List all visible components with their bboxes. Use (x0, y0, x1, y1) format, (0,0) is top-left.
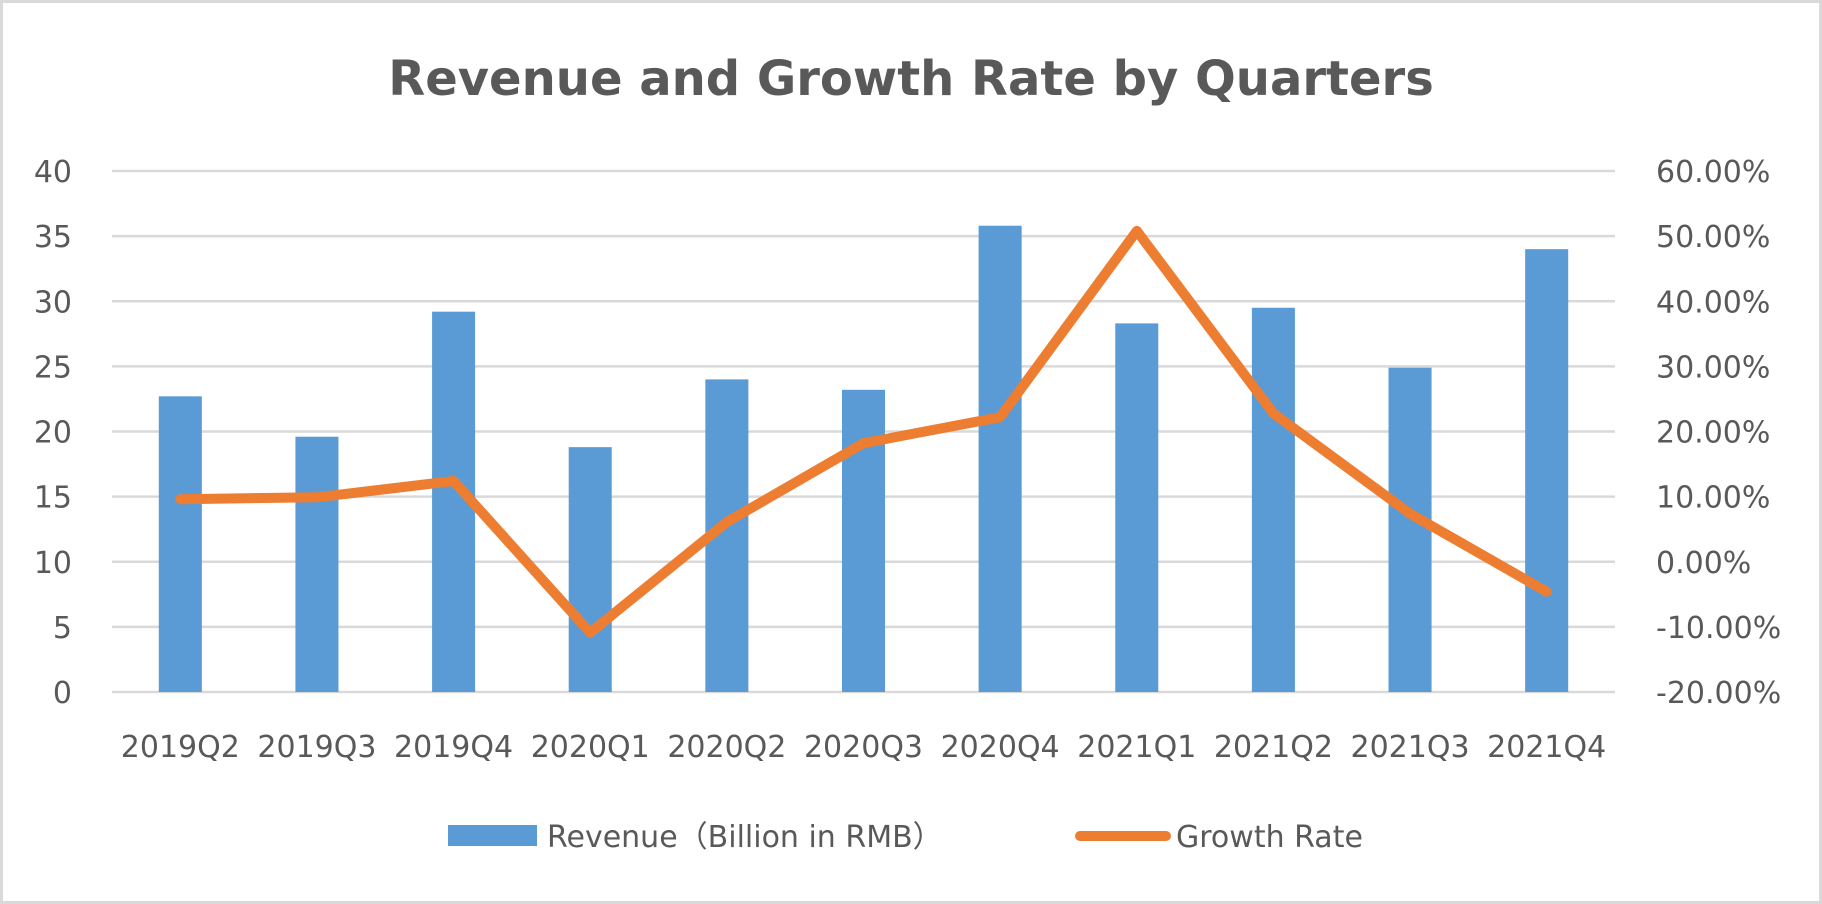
x-axis-tick-label: 2020Q4 (941, 730, 1060, 765)
x-axis-tick-label: 2020Q2 (667, 730, 786, 765)
left-axis-ticks: 0 5 10 15 20 25 30 35 40 (34, 155, 72, 711)
left-axis-tick-label: 20 (34, 416, 72, 451)
x-axis-tick-label: 2021Q3 (1351, 730, 1470, 765)
revenue-bar-2019Q2 (158, 396, 202, 692)
left-axis-tick-label: 30 (34, 285, 72, 320)
left-axis-tick-label: 25 (34, 350, 72, 385)
left-axis-tick-label: 10 (34, 546, 72, 581)
revenue-bars (158, 225, 1569, 692)
x-axis-tick-label: 2020Q1 (531, 730, 650, 765)
revenue-bar-2019Q3 (295, 436, 339, 692)
revenue-bar-2021Q4 (1525, 249, 1569, 692)
chart-title: Revenue and Growth Rate by Quarters (388, 51, 1434, 107)
right-axis-ticks: -20.00% -10.00% 0.00% 10.00% 20.00% 30.00% 40.… (1656, 155, 1781, 711)
right-axis-tick-label: 30.00% (1656, 350, 1770, 385)
legend: Revenue（Billion in RMB） Growth Rate (448, 820, 1363, 855)
right-axis-tick-label: 60.00% (1656, 155, 1770, 190)
revenue-bar-2020Q4 (978, 225, 1022, 692)
right-axis-tick-label: -20.00% (1656, 676, 1781, 711)
revenue-bar-2020Q1 (568, 447, 612, 692)
growth-line (175, 225, 1552, 638)
revenue-bar-2021Q1 (1115, 323, 1159, 692)
left-axis-tick-label: 35 (34, 220, 72, 255)
revenue-bar-2021Q3 (1388, 367, 1432, 692)
right-axis-tick-label: 50.00% (1656, 220, 1770, 255)
x-axis-tick-label: 2021Q1 (1077, 730, 1196, 765)
x-axis-tick-label: 2021Q4 (1487, 730, 1606, 765)
x-axis-tick-label: 2021Q2 (1214, 730, 1333, 765)
legend-label-growth-rate: Growth Rate (1176, 820, 1363, 855)
right-axis-tick-label: 40.00% (1656, 285, 1770, 320)
right-axis-tick-label: -10.00% (1656, 611, 1781, 646)
right-axis-tick-label: 0.00% (1656, 546, 1751, 581)
revenue-bar-2021Q2 (1251, 307, 1295, 692)
legend-swatch-revenue (448, 825, 537, 846)
x-axis-tick-label: 2019Q3 (257, 730, 376, 765)
right-axis-tick-label: 10.00% (1656, 481, 1770, 516)
x-axis-tick-label: 2020Q3 (804, 730, 923, 765)
left-axis-tick-label: 15 (34, 481, 72, 516)
legend-label-revenue: Revenue（Billion in RMB） (547, 820, 943, 855)
x-axis-tick-label: 2019Q2 (121, 730, 240, 765)
left-axis-tick-label: 0 (53, 676, 72, 711)
left-axis-tick-label: 40 (34, 155, 72, 190)
x-axis-ticks: 2019Q2 2019Q3 2019Q4 2020Q1 2020Q2 2020Q3 2020… (121, 730, 1606, 765)
gridlines (112, 169, 1615, 694)
revenue-bar-2020Q3 (841, 389, 886, 692)
right-axis-tick-label: 20.00% (1656, 416, 1770, 451)
x-axis-tick-label: 2019Q4 (394, 730, 513, 765)
left-axis-tick-label: 5 (53, 611, 72, 646)
